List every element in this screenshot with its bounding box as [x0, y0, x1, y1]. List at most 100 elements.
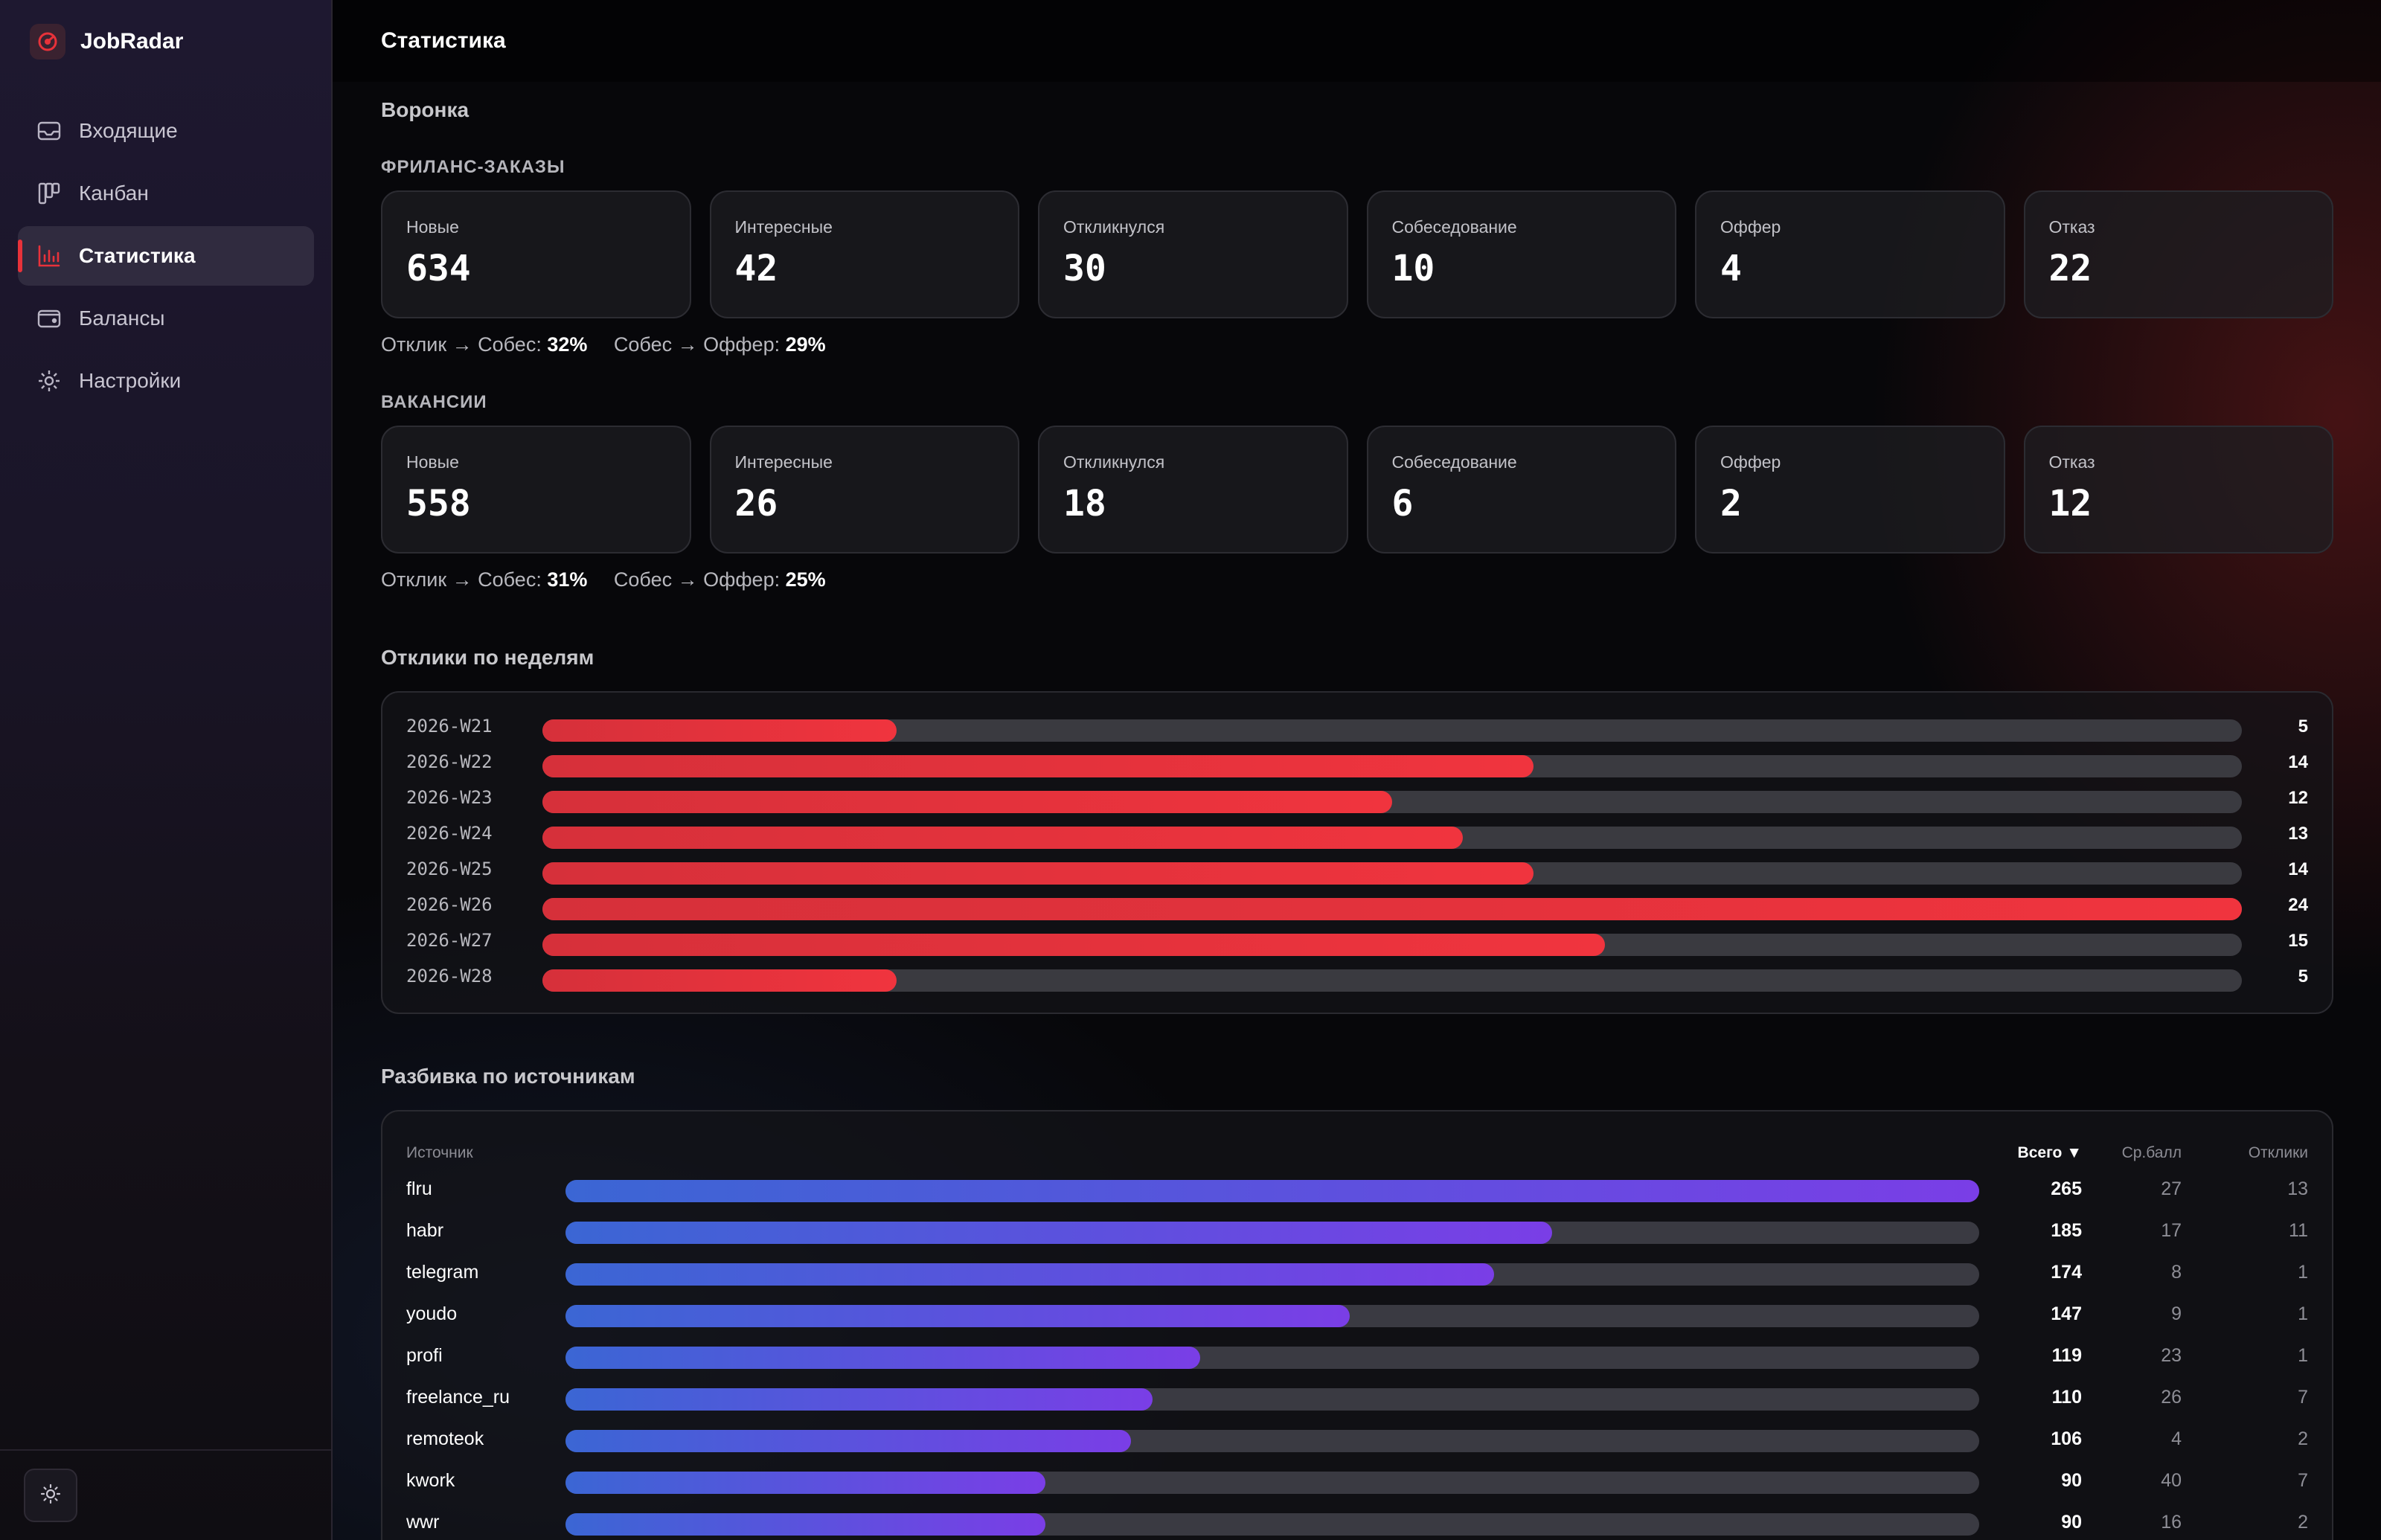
source-total: 106: [2051, 1428, 2082, 1449]
conversion-value: 25%: [785, 568, 826, 591]
column-header-total[interactable]: Всего ▼: [2017, 1144, 2082, 1161]
funnel-group-title: ВАКАНСИИ: [381, 392, 487, 412]
week-bar-track: [542, 969, 2242, 992]
conversion-label: Отклик → Собес:: [381, 568, 542, 591]
source-bar: [565, 1513, 1046, 1536]
stage-card: Откликнулся 18: [1038, 426, 1348, 554]
source-row[interactable]: telegram 174 8 1: [382, 1253, 2332, 1294]
week-bar-track: [542, 862, 2242, 885]
sidebar-footer: [0, 1449, 331, 1540]
weekly-title: Отклики по неделям: [381, 646, 595, 669]
source-responses: 1: [2298, 1262, 2308, 1283]
stage-value: 6: [1391, 483, 1414, 524]
source-name: profi: [406, 1345, 443, 1366]
week-label: 2026-W24: [406, 823, 493, 844]
sidebar-nav: Входящие Канбан: [18, 101, 314, 414]
sidebar-item-balances[interactable]: Балансы: [18, 289, 314, 348]
source-responses: 7: [2298, 1387, 2308, 1408]
week-label: 2026-W25: [406, 859, 493, 879]
sidebar-item-statistics[interactable]: Статистика: [18, 226, 314, 286]
stage-value: 558: [406, 483, 471, 524]
source-total: 119: [2051, 1345, 2082, 1366]
stage-label: Собеседование: [1391, 452, 1517, 472]
source-bar: [565, 1430, 1131, 1452]
week-row: 2026-W26 24: [382, 889, 2332, 925]
stage-value: 18: [1063, 483, 1106, 524]
source-name: flru: [406, 1178, 432, 1199]
source-bar: [565, 1222, 1553, 1244]
sidebar-item-settings[interactable]: Настройки: [18, 351, 314, 411]
source-responses: 1: [2298, 1345, 2308, 1366]
source-row[interactable]: flru 265 27 13: [382, 1170, 2332, 1211]
source-responses: 2: [2298, 1428, 2308, 1449]
conversion-value: 32%: [547, 333, 588, 356]
stage-card: Интересные 42: [709, 190, 1019, 318]
column-header-responses[interactable]: Отклики: [2248, 1144, 2308, 1161]
week-value: 14: [2288, 859, 2308, 879]
source-bar-track: [565, 1513, 1979, 1536]
week-label: 2026-W26: [406, 894, 493, 915]
app-name: JobRadar: [80, 29, 184, 54]
source-row[interactable]: remoteok 106 4 2: [382, 1419, 2332, 1461]
column-header-score[interactable]: Ср.балл: [2121, 1144, 2182, 1161]
stage-card: Собеседование 10: [1366, 190, 1676, 318]
week-bar-track: [542, 755, 2242, 777]
brand[interactable]: JobRadar: [30, 24, 183, 60]
stage-label: Оффер: [1720, 217, 1781, 237]
week-value: 12: [2288, 788, 2308, 808]
source-bar: [565, 1305, 1350, 1327]
week-value: 5: [2298, 966, 2308, 986]
source-bar-track: [565, 1222, 1979, 1244]
conversion-line: Отклик → Собес: 31% Собес → Оффер: 25%: [381, 568, 826, 591]
source-total: 110: [2051, 1387, 2082, 1408]
stage-card: Оффер 2: [1695, 426, 2005, 554]
week-value: 15: [2288, 931, 2308, 951]
stage-value: 634: [406, 248, 471, 289]
source-total: 265: [2051, 1178, 2082, 1199]
stage-label: Новые: [406, 452, 459, 472]
kanban-icon: [36, 180, 63, 207]
week-bar-track: [542, 934, 2242, 956]
week-bar: [542, 898, 2242, 920]
source-row[interactable]: wwr 90 16 2: [382, 1503, 2332, 1540]
week-bar: [542, 827, 1464, 849]
source-total: 185: [2051, 1220, 2082, 1241]
source-row[interactable]: youdo 147 9 1: [382, 1294, 2332, 1336]
source-row[interactable]: kwork 90 40 7: [382, 1461, 2332, 1503]
source-name: kwork: [406, 1470, 455, 1491]
stage-label: Откликнулся: [1063, 217, 1165, 237]
sidebar-item-label: Входящие: [79, 119, 178, 142]
column-header-source[interactable]: Источник: [406, 1144, 473, 1161]
source-responses: 1: [2298, 1303, 2308, 1324]
source-responses: 2: [2298, 1512, 2308, 1533]
theme-toggle-button[interactable]: [24, 1469, 77, 1522]
week-value: 14: [2288, 752, 2308, 772]
source-row[interactable]: freelance_ru 110 26 7: [382, 1378, 2332, 1419]
stage-value: 22: [2048, 248, 2092, 289]
week-label: 2026-W21: [406, 716, 493, 737]
topbar: Статистика: [333, 0, 2381, 82]
stage-label: Интересные: [734, 452, 833, 472]
source-score: 17: [2161, 1220, 2182, 1241]
source-total: 90: [2061, 1470, 2082, 1491]
week-bar: [542, 791, 1392, 813]
source-total: 147: [2051, 1303, 2082, 1324]
week-row: 2026-W28 5: [382, 960, 2332, 996]
conversion-value: 29%: [785, 333, 826, 356]
stage-value: 4: [1720, 248, 1742, 289]
bar-chart-icon: [36, 243, 63, 269]
stage-value: 10: [1391, 248, 1435, 289]
stage-card: Интересные 26: [709, 426, 1019, 554]
page-title: Статистика: [381, 28, 506, 53]
stage-value: 2: [1720, 483, 1742, 524]
sidebar-item-inbox[interactable]: Входящие: [18, 101, 314, 161]
week-bar-track: [542, 719, 2242, 742]
source-row[interactable]: profi 119 23 1: [382, 1336, 2332, 1378]
source-row[interactable]: habr 185 17 11: [382, 1211, 2332, 1253]
sources-panel: Источник Всего ▼ Ср.балл Отклики flru 265…: [381, 1110, 2333, 1540]
week-value: 24: [2288, 895, 2308, 915]
sidebar-item-kanban[interactable]: Канбан: [18, 164, 314, 223]
week-row: 2026-W23 12: [382, 782, 2332, 818]
stage-card: Оффер 4: [1695, 190, 2005, 318]
